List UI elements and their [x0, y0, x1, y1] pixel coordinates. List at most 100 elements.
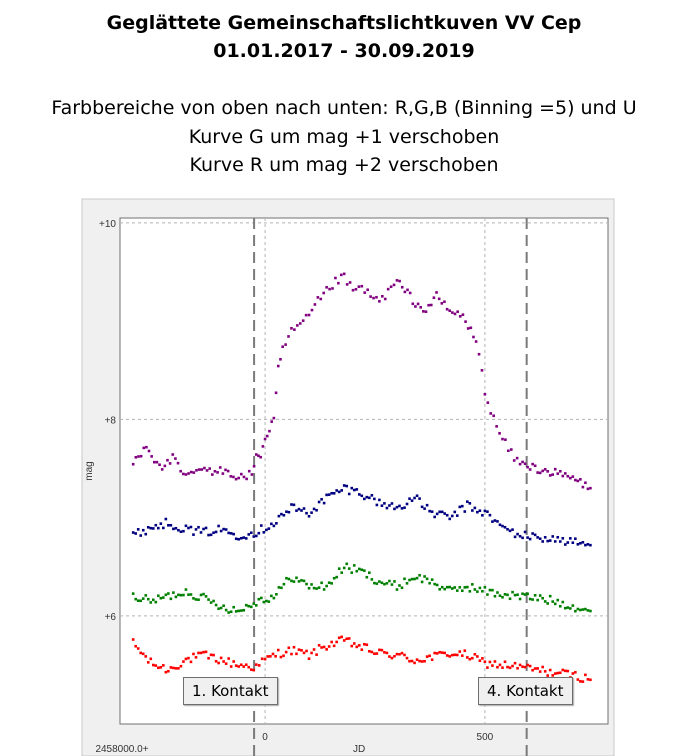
data-point-B [543, 536, 547, 539]
data-point-B [149, 526, 153, 530]
data-point-G [498, 594, 502, 597]
data-point-G [260, 596, 263, 600]
data-point-G [418, 573, 421, 577]
data-point-U [398, 279, 401, 283]
data-point-R [481, 657, 484, 660]
data-point-B [295, 509, 298, 512]
data-point-G [430, 578, 434, 581]
data-point-R [450, 653, 454, 657]
data-point-R [204, 650, 208, 654]
data-point-G [187, 593, 190, 596]
data-point-B [249, 531, 253, 535]
data-point-R [187, 656, 190, 660]
data-point-R [263, 657, 267, 661]
data-point-B [398, 504, 401, 508]
data-point-G [428, 581, 431, 585]
data-point-B [252, 535, 256, 538]
data-point-U [171, 453, 175, 456]
data-point-U [566, 474, 570, 478]
data-point-B [589, 543, 592, 547]
data-point-G [395, 588, 399, 591]
data-point-U [226, 469, 230, 473]
data-point-B [435, 512, 439, 516]
data-point-R [312, 648, 316, 651]
data-point-B [438, 510, 441, 514]
data-point-G [350, 571, 354, 574]
data-point-U [383, 297, 387, 301]
data-point-B [463, 510, 467, 513]
data-point-R [513, 661, 517, 665]
data-point-U [536, 471, 539, 474]
data-point-R [219, 656, 223, 660]
data-point-B [556, 535, 560, 539]
data-point-B [400, 507, 404, 510]
data-point-U [334, 276, 337, 280]
data-point-B [287, 510, 291, 514]
data-point-R [503, 660, 507, 664]
data-point-R [305, 649, 308, 653]
data-point-G [179, 593, 183, 597]
data-point-G [357, 567, 361, 571]
data-point-U [247, 469, 251, 473]
data-point-R [445, 654, 449, 657]
data-point-U [579, 478, 582, 481]
data-point-G [574, 609, 577, 613]
data-point-B [445, 513, 449, 517]
data-point-B [408, 497, 411, 500]
data-point-R [468, 657, 472, 661]
data-point-R [498, 663, 502, 667]
data-point-U [495, 425, 498, 428]
data-point-U [458, 315, 462, 318]
data-point-U [589, 486, 592, 490]
data-point-U [498, 432, 501, 435]
data-point-R [239, 663, 243, 667]
data-point-G [473, 588, 477, 591]
data-point-G [448, 585, 452, 589]
data-point-R [320, 646, 323, 649]
chart-title-line1: Geglättete Gemeinschaftslichtkuven VV Ce… [106, 12, 582, 34]
data-point-U [224, 468, 227, 472]
data-point-G [182, 593, 185, 597]
data-point-G [531, 598, 534, 601]
data-point-U [553, 467, 557, 471]
data-point-U [543, 468, 547, 471]
data-point-G [204, 595, 208, 598]
data-point-G [508, 597, 512, 601]
data-point-B [136, 528, 140, 531]
data-point-G [159, 596, 163, 600]
data-point-G [553, 602, 557, 606]
data-point-U [268, 429, 271, 433]
data-point-G [297, 580, 301, 583]
data-point-B [586, 543, 590, 546]
data-point-R [428, 654, 431, 658]
data-point-B [428, 509, 431, 513]
data-point-R [558, 671, 562, 675]
data-point-G [536, 598, 539, 602]
data-point-R [295, 652, 298, 656]
data-point-U [287, 335, 290, 338]
data-point-B [561, 537, 565, 540]
data-point-U [176, 461, 180, 465]
data-point-G [503, 593, 507, 596]
data-point-U [339, 273, 343, 277]
data-point-G [425, 577, 429, 581]
data-point-G [521, 592, 524, 596]
data-point-B [202, 527, 205, 531]
data-point-G [257, 597, 261, 601]
data-point-U [293, 328, 296, 331]
data-point-U [515, 456, 519, 460]
axes: mag JD 2458000.0+ +6 +8 +10 0 500 [84, 219, 494, 755]
data-point-B [511, 528, 514, 531]
data-point-U [298, 322, 302, 325]
data-point-G [342, 566, 346, 570]
description-line3: Kurve R um mag +2 verschoben [189, 154, 499, 176]
data-point-R [254, 663, 258, 666]
data-point-G [383, 582, 386, 586]
data-point-U [229, 475, 233, 478]
data-point-B [513, 535, 517, 539]
data-point-U [234, 477, 238, 481]
data-point-U [528, 468, 532, 471]
data-point-G [352, 564, 356, 567]
data-point-U [483, 392, 487, 396]
data-point-B [473, 506, 477, 510]
